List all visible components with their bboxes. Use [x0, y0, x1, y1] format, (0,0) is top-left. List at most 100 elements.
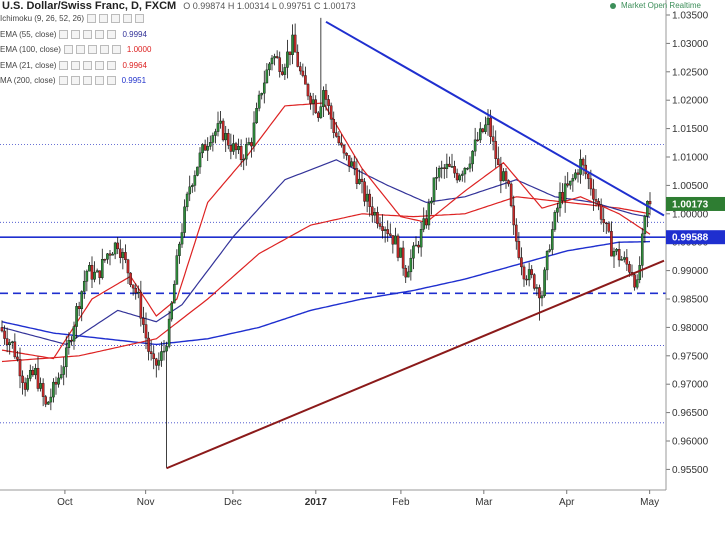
candle-body — [108, 253, 112, 256]
candle-body — [334, 132, 338, 137]
candle-body — [376, 212, 379, 224]
candle-body — [440, 167, 444, 169]
y-tick-label: 0.96500 — [672, 408, 709, 419]
close-icon[interactable] — [95, 29, 105, 39]
candle-body — [581, 158, 585, 166]
source-icon[interactable] — [87, 45, 97, 55]
price-label-box — [666, 230, 725, 245]
candle-body — [406, 271, 410, 278]
candle-body — [466, 167, 469, 170]
candle-body — [28, 370, 32, 379]
candle-body — [396, 235, 400, 258]
source-icon[interactable] — [83, 60, 93, 70]
candle-body — [399, 247, 402, 258]
candle-body — [39, 383, 42, 389]
candle-body — [592, 188, 595, 200]
indicator-value: 0.9951 — [121, 76, 147, 85]
candle-body — [414, 244, 418, 247]
x-tick-label: Dec — [224, 497, 242, 508]
settings-icon[interactable] — [71, 60, 81, 70]
x-tick-label: Apr — [559, 497, 575, 508]
candle-body — [453, 166, 456, 174]
candle-body — [206, 146, 210, 151]
candle-body — [484, 124, 487, 132]
candle-body — [90, 265, 94, 280]
candle-body — [316, 112, 320, 118]
candle-body — [381, 226, 384, 231]
more-icon[interactable] — [111, 45, 121, 55]
candle-body — [167, 318, 171, 347]
eye-icon[interactable] — [59, 60, 69, 70]
settings-icon[interactable] — [71, 29, 81, 39]
candle-body — [216, 123, 220, 132]
candle-body — [298, 66, 302, 72]
more-icon[interactable] — [106, 76, 116, 86]
settings-icon[interactable] — [99, 14, 109, 24]
candle-body — [502, 171, 505, 182]
candle-body — [311, 99, 315, 104]
candle-body — [219, 120, 222, 124]
candle-body — [324, 90, 328, 100]
candle-body — [340, 142, 343, 146]
candle-body — [23, 382, 27, 390]
more-icon[interactable] — [107, 60, 117, 70]
ma200-line — [1, 240, 651, 346]
candle-body — [568, 180, 572, 186]
candle-body — [98, 270, 102, 278]
indicator-row[interactable]: EMA (55, close) 0.9994 — [0, 30, 147, 39]
indicator-row[interactable]: EMA (21, close) 0.9964 — [0, 61, 147, 70]
close-icon[interactable] — [123, 14, 133, 24]
candle-body — [319, 106, 323, 118]
candle-body — [430, 200, 433, 204]
eye-icon[interactable] — [58, 76, 68, 86]
candle-body — [142, 318, 145, 325]
indicator-row[interactable]: Ichimoku (9, 26, 52, 26) — [0, 14, 145, 24]
candle-body — [193, 175, 197, 186]
candle-body — [304, 75, 307, 85]
support-trendline[interactable] — [166, 259, 665, 470]
settings-icon[interactable] — [70, 76, 80, 86]
close-icon[interactable] — [95, 60, 105, 70]
candle-body — [368, 193, 372, 207]
candle-body — [301, 70, 305, 76]
candle-body — [255, 107, 258, 124]
candle-body — [594, 199, 598, 202]
x-tick-label: Feb — [392, 497, 410, 508]
candle-body — [234, 143, 238, 151]
candle-body — [540, 295, 544, 299]
candle-body — [88, 265, 91, 272]
candle-body — [170, 302, 174, 320]
candle-body — [13, 341, 17, 358]
source-icon[interactable] — [82, 76, 92, 86]
source-icon[interactable] — [111, 14, 121, 24]
indicator-row[interactable]: EMA (100, close) 1.0000 — [0, 45, 151, 55]
candle-body — [5, 338, 9, 346]
candle-body — [306, 84, 310, 97]
candle-body — [556, 207, 559, 213]
close-icon[interactable] — [94, 76, 104, 86]
indicator-row[interactable]: MA (200, close) 0.9951 — [0, 76, 147, 86]
candle-body — [149, 351, 153, 354]
candle-body — [370, 206, 374, 216]
resistance-trendline[interactable] — [325, 20, 665, 217]
candle-body — [116, 242, 120, 250]
eye-icon[interactable] — [87, 14, 97, 24]
candle-body — [46, 401, 50, 405]
more-icon[interactable] — [135, 14, 145, 24]
settings-icon[interactable] — [75, 45, 85, 55]
candle-body — [332, 119, 336, 133]
source-icon[interactable] — [83, 29, 93, 39]
candle-body — [337, 136, 341, 144]
eye-icon[interactable] — [59, 29, 69, 39]
candle-body — [198, 152, 202, 168]
eye-icon[interactable] — [63, 45, 73, 55]
candle-body — [342, 144, 346, 154]
close-icon[interactable] — [99, 45, 109, 55]
candle-body — [401, 247, 405, 269]
candle-body — [147, 337, 150, 352]
more-icon[interactable] — [107, 29, 117, 39]
candle-body — [517, 241, 521, 258]
candle-body — [257, 94, 261, 109]
